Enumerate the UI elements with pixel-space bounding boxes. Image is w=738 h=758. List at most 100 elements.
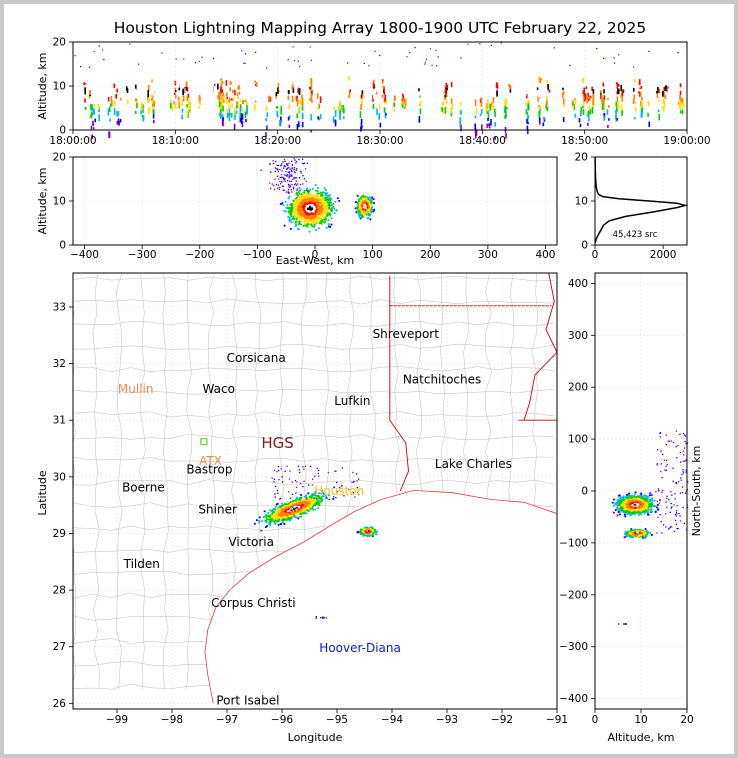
northsouth-altitude-source xyxy=(632,498,635,500)
northsouth-altitude-source xyxy=(637,506,639,509)
altitude-eastwest-source xyxy=(297,204,300,207)
altitude-time-source xyxy=(678,101,681,109)
altitude-eastwest-source xyxy=(313,210,315,213)
city-label: HGS xyxy=(261,434,293,452)
plan-view-source xyxy=(268,520,271,523)
altitude-time-source xyxy=(442,101,445,106)
altitude-eastwest-source xyxy=(317,204,320,207)
plan-view-source xyxy=(375,533,377,536)
altitude-eastwest-source xyxy=(283,179,285,181)
altitude-time-source xyxy=(292,87,295,93)
altitude-eastwest-source xyxy=(289,175,291,177)
northsouth-altitude-source xyxy=(627,503,630,506)
altitude-time-source xyxy=(614,110,617,114)
altitude-time-source xyxy=(268,96,271,101)
plan-view-source xyxy=(305,494,308,497)
altitude-time-source xyxy=(269,96,272,102)
altitude-eastwest-source xyxy=(310,202,313,205)
northsouth-altitude-source xyxy=(639,500,641,503)
northsouth-altitude-source xyxy=(639,495,642,498)
plan-view-source xyxy=(279,513,282,516)
plan-view-source xyxy=(281,512,283,514)
altitude-eastwest-source xyxy=(326,206,329,209)
plan-view-source xyxy=(302,466,304,468)
altitude-time-source xyxy=(229,87,231,92)
plan-view-source xyxy=(301,504,304,506)
altitude-time-source xyxy=(295,88,298,96)
altitude-eastwest-source xyxy=(284,201,287,203)
altitude-time-source xyxy=(620,84,623,92)
altitude-time-source xyxy=(373,92,375,100)
altitude-time-source xyxy=(222,92,224,96)
altitude-eastwest-source xyxy=(369,201,372,203)
plan-view-source xyxy=(317,472,319,475)
plan-view-source xyxy=(271,477,273,479)
altitude-eastwest-source xyxy=(275,167,278,170)
city-label: Natchitoches xyxy=(403,372,481,386)
plan-view-source xyxy=(341,467,344,469)
plan-view-source xyxy=(265,520,268,522)
plan-view-source xyxy=(288,518,291,521)
altitude-time-source xyxy=(600,93,603,101)
altitude-time-source xyxy=(480,97,483,103)
altitude-eastwest-source xyxy=(317,198,320,201)
plan-view-source xyxy=(281,519,283,522)
northsouth-altitude-source xyxy=(634,497,637,500)
altitude-eastwest-source xyxy=(303,216,306,218)
altitude-eastwest-source xyxy=(286,168,288,170)
altitude-time-source xyxy=(275,106,278,109)
altitude-eastwest-source xyxy=(273,188,276,190)
altitude-time-source xyxy=(493,108,496,113)
altitude-eastwest-source xyxy=(357,211,359,214)
altitude-time-source xyxy=(450,82,453,88)
altitude-time-source xyxy=(592,93,595,100)
altitude-eastwest-source xyxy=(327,197,329,200)
northsouth-altitude-source xyxy=(645,501,648,504)
altitude-time-source xyxy=(107,108,110,116)
plan-view-source xyxy=(310,507,313,510)
altitude-time-source xyxy=(497,88,500,92)
altitude-time-xtick-label: 18:10:00 xyxy=(152,135,199,147)
plan-view-source xyxy=(291,493,294,496)
plan-view-source xyxy=(354,496,356,498)
altitude-time-source xyxy=(372,103,375,110)
altitude-time-source xyxy=(347,62,349,64)
altitude-time-source xyxy=(648,50,650,52)
northsouth-altitude-source xyxy=(633,495,636,498)
altitude-time-source xyxy=(301,125,304,128)
altitude-eastwest-source xyxy=(304,210,306,213)
altitude-eastwest-source xyxy=(304,207,307,210)
altitude-eastwest-source xyxy=(308,211,310,214)
altitude-eastwest-source xyxy=(288,218,291,221)
plan-view-source xyxy=(276,516,279,519)
altitude-time-source xyxy=(310,129,312,133)
altitude-time-source xyxy=(177,96,180,102)
altitude-time-source xyxy=(245,118,247,123)
northsouth-altitude-source xyxy=(637,505,640,508)
altitude-time-source xyxy=(135,98,137,102)
altitude-time-source xyxy=(446,87,448,91)
plan-view-source xyxy=(295,511,298,513)
altitude-eastwest-source xyxy=(310,220,313,223)
altitude-eastwest-source xyxy=(336,197,339,200)
altitude-time-source xyxy=(310,87,313,95)
altitude-eastwest-source xyxy=(326,209,329,212)
altitude-time-source xyxy=(310,94,313,99)
altitude-eastwest-source xyxy=(293,171,295,173)
altitude-eastwest-source xyxy=(299,212,302,215)
altitude-eastwest-source xyxy=(279,176,282,179)
altitude-eastwest-source xyxy=(309,206,311,209)
altitude-time-source xyxy=(425,58,428,60)
altitude-eastwest-source xyxy=(276,164,278,167)
altitude-eastwest-source xyxy=(291,167,293,169)
plan-view-source xyxy=(284,503,286,505)
altitude-eastwest-source xyxy=(356,206,359,209)
county-boundaries xyxy=(73,273,557,709)
altitude-eastwest-source xyxy=(303,209,305,212)
altitude-time-source xyxy=(574,113,577,118)
northsouth-altitude-source xyxy=(618,501,621,504)
altitude-time-source xyxy=(414,47,416,49)
altitude-time-source xyxy=(574,98,576,101)
altitude-time-source xyxy=(255,94,257,101)
